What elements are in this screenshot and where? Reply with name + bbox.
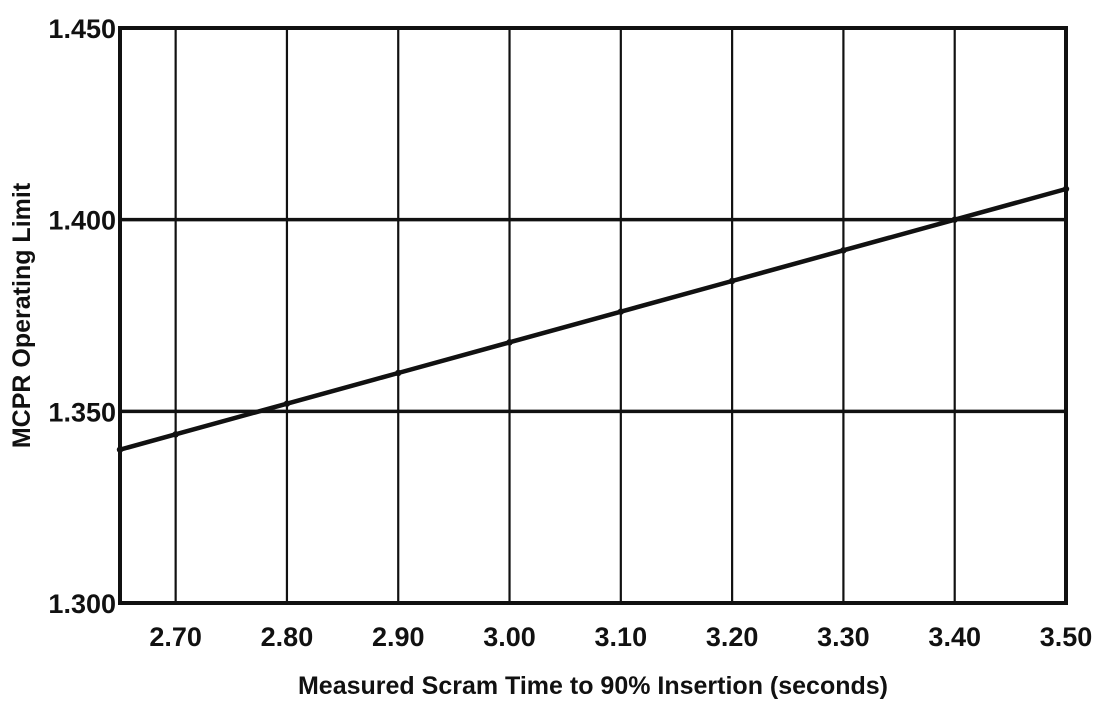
series-line-0 xyxy=(117,186,1069,452)
x-tick-label-8: 3.50 xyxy=(1040,622,1093,652)
series-point-0-6 xyxy=(728,277,736,285)
x-axis-label: Measured Scram Time to 90% Insertion (se… xyxy=(298,672,888,700)
y-axis-label: MCPR Operating Limit xyxy=(8,182,36,448)
x-tick-labels: 2.70 2.80 2.90 3.00 3.10 3.20 3.30 3.40 3.50 xyxy=(149,622,1092,652)
vertical-gridlines xyxy=(174,28,1068,603)
plot-frame xyxy=(118,26,1068,605)
x-tick-label-6: 3.30 xyxy=(817,622,870,652)
x-tick-label-1: 2.80 xyxy=(261,622,314,652)
x-tick-label-7: 3.40 xyxy=(928,622,981,652)
series-point-0-3 xyxy=(395,369,402,377)
series-point-0-0 xyxy=(116,446,124,453)
y-tick-labels: 1.300 1.350 1.400 1.450 xyxy=(48,14,116,619)
x-tick-label-2: 2.90 xyxy=(372,622,425,652)
series-point-0-4 xyxy=(506,339,513,346)
y-tick-label-1: 1.350 xyxy=(48,397,116,427)
series-point-0-7 xyxy=(840,247,847,254)
y-tick-label-3: 1.450 xyxy=(48,14,116,44)
series-point-0-8 xyxy=(951,216,958,223)
y-tick-label-2: 1.400 xyxy=(48,206,116,236)
x-tick-label-0: 2.70 xyxy=(149,622,202,652)
series-point-0-1 xyxy=(172,431,179,438)
series-point-0-2 xyxy=(283,400,291,407)
series-group xyxy=(116,185,1070,453)
x-tick-label-4: 3.10 xyxy=(595,622,648,652)
x-tick-label-5: 3.20 xyxy=(706,622,759,652)
series-point-0-5 xyxy=(617,308,625,315)
y-tick-label-0: 1.300 xyxy=(48,589,116,619)
series-point-0-9 xyxy=(1062,185,1070,193)
x-tick-label-3: 3.00 xyxy=(483,622,536,652)
horizontal-gridlines xyxy=(120,26,1066,605)
